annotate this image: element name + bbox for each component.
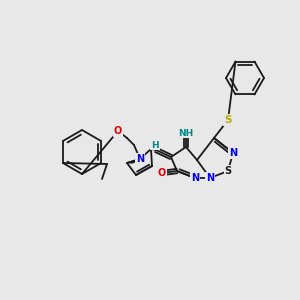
Text: N: N [229,148,237,158]
Text: S: S [224,166,232,176]
Text: N: N [136,154,144,164]
Text: NH: NH [178,128,194,137]
Text: N: N [191,173,199,183]
Text: O: O [158,168,166,178]
Text: N: N [206,173,214,183]
Text: O: O [114,126,122,136]
Text: H: H [151,140,159,149]
Text: S: S [224,115,232,125]
